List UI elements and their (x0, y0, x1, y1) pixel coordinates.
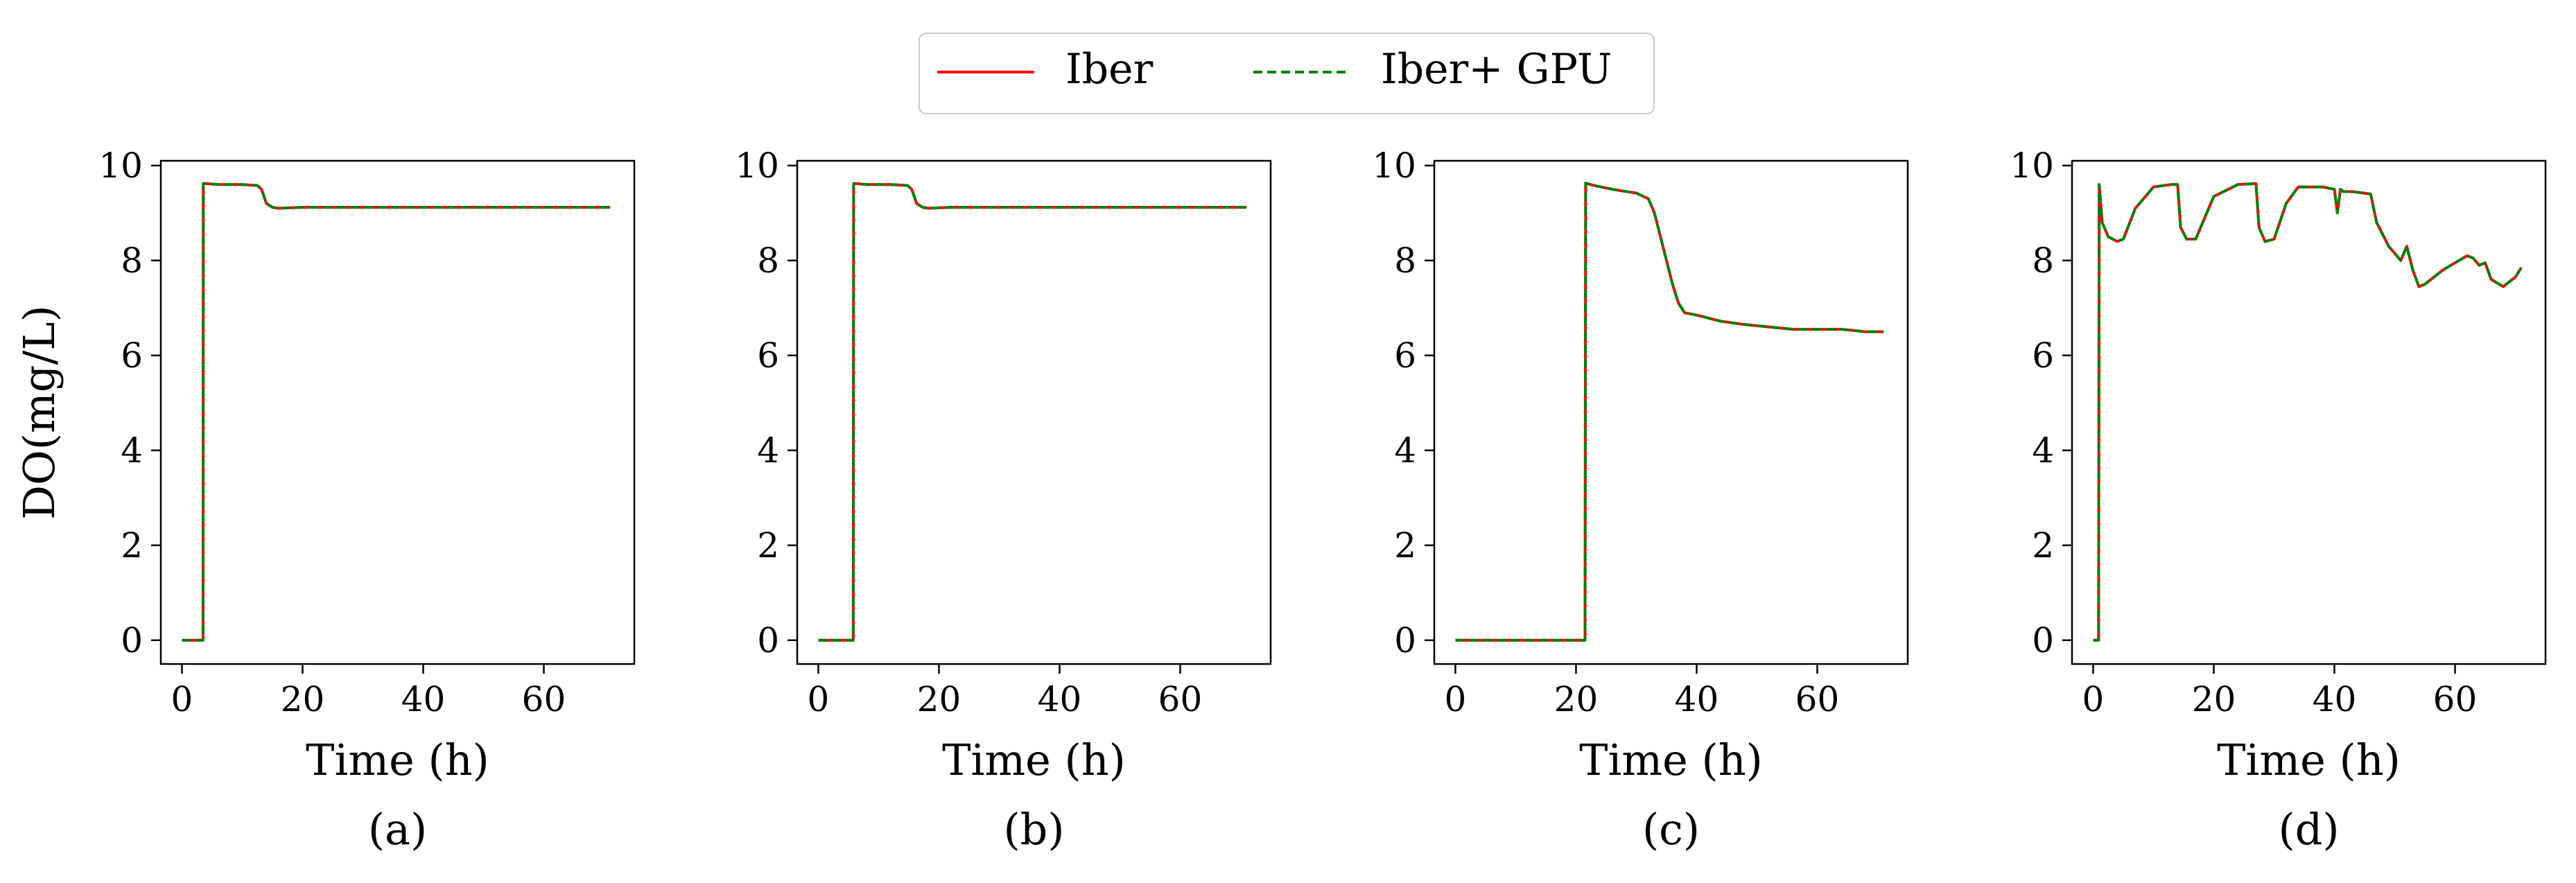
y-tick-label-b-2: 2 (757, 525, 779, 566)
y-tick-label-a-6: 6 (121, 335, 143, 376)
x-tick-label-b-40: 40 (1038, 679, 1082, 719)
series-line-iber-gpu-d (2093, 182, 2523, 642)
x-tick-label-a-40: 40 (401, 679, 446, 719)
series-line-iber-d (2093, 182, 2523, 642)
y-tick-label-c-0: 0 (1394, 620, 1416, 661)
x-tick-label-d-60: 60 (2433, 679, 2478, 719)
y-tick-label-c-6: 6 (1394, 335, 1416, 376)
x-tick-label-d-0: 0 (2082, 679, 2105, 719)
y-tick-label-d-0: 0 (2032, 620, 2054, 661)
x-tick-label-c-40: 40 (1675, 679, 1719, 719)
y-tick-label-b-6: 6 (757, 335, 779, 376)
series-line-iber-gpu-c (1455, 182, 1884, 642)
axes-frame-b (796, 159, 1272, 665)
x-tick-label-c-0: 0 (1445, 679, 1467, 719)
series-line-iber-b (818, 182, 1247, 642)
y-tick-label-c-8: 8 (1394, 241, 1416, 281)
y-tick-label-c-4: 4 (1394, 430, 1416, 471)
panel-d: 0 2 4 6 8 10 0 20 40 60 Time (h) (d) (2010, 146, 2547, 855)
series-line-iber-c (1455, 182, 1884, 642)
y-tick-label-d-8: 8 (2032, 241, 2054, 281)
y-tick-label-a-8: 8 (121, 241, 143, 281)
y-tick-label-d-2: 2 (2032, 525, 2054, 566)
panel-label-b: (b) (1003, 804, 1064, 855)
y-tick-label-d-6: 6 (2032, 335, 2054, 376)
x-tick-label-d-20: 20 (2192, 679, 2236, 719)
y-tick-label-a-4: 4 (121, 430, 143, 471)
panel-b: 0 2 4 6 8 10 0 20 40 60 Time (h) (b) (735, 146, 1272, 855)
legend: Iber Iber+ GPU (919, 33, 1655, 114)
axes-frame-c (1433, 159, 1909, 665)
x-tick-label-a-60: 60 (522, 679, 566, 719)
series-line-iber-gpu-b (818, 182, 1247, 642)
y-tick-label-c-10: 10 (1372, 146, 1416, 186)
x-axis-label-c: Time (h) (1579, 735, 1763, 785)
y-tick-label-a-0: 0 (121, 620, 143, 661)
x-tick-label-c-60: 60 (1795, 679, 1840, 719)
y-tick-label-b-8: 8 (757, 241, 779, 281)
x-axis-label-b: Time (h) (942, 735, 1126, 785)
y-tick-label-c-2: 2 (1394, 525, 1416, 566)
x-axis-label-d: Time (h) (2217, 735, 2401, 785)
y-tick-label-d-4: 4 (2032, 430, 2054, 471)
axes-frame-a (159, 159, 636, 665)
panel-label-d: (d) (2278, 804, 2339, 855)
y-tick-label-b-0: 0 (757, 620, 779, 661)
x-tick-label-b-60: 60 (1158, 679, 1203, 719)
series-line-iber-gpu-a (182, 182, 611, 642)
x-tick-label-d-40: 40 (2313, 679, 2357, 719)
y-tick-label-a-2: 2 (121, 525, 143, 566)
y-axis-label: DO(mg/L) (14, 305, 64, 519)
x-axis-label-a: Time (h) (306, 735, 489, 785)
x-tick-label-b-20: 20 (917, 679, 961, 719)
series-line-iber-a (182, 182, 611, 642)
legend-label-iber-gpu: Iber+ GPU (1381, 45, 1612, 94)
x-tick-label-a-0: 0 (171, 679, 193, 719)
y-tick-label-d-10: 10 (2010, 146, 2054, 186)
x-tick-label-c-20: 20 (1554, 679, 1599, 719)
panel-label-a: (a) (368, 804, 427, 855)
panel-label-c: (c) (1642, 804, 1700, 855)
axes-frame-d (2071, 159, 2547, 665)
x-tick-label-b-0: 0 (808, 679, 830, 719)
panel-a: 0 2 4 6 8 10 0 20 40 60 Time (h) (a) DO(mg/L) (14, 146, 636, 855)
y-tick-label-b-10: 10 (735, 146, 779, 186)
panel-c: 0 2 4 6 8 10 0 20 40 60 Time (h) (c) (1372, 146, 1909, 855)
y-tick-label-a-10: 10 (98, 146, 143, 186)
legend-label-iber: Iber (1065, 45, 1154, 94)
x-tick-label-a-20: 20 (281, 679, 325, 719)
y-tick-label-b-4: 4 (757, 430, 779, 471)
